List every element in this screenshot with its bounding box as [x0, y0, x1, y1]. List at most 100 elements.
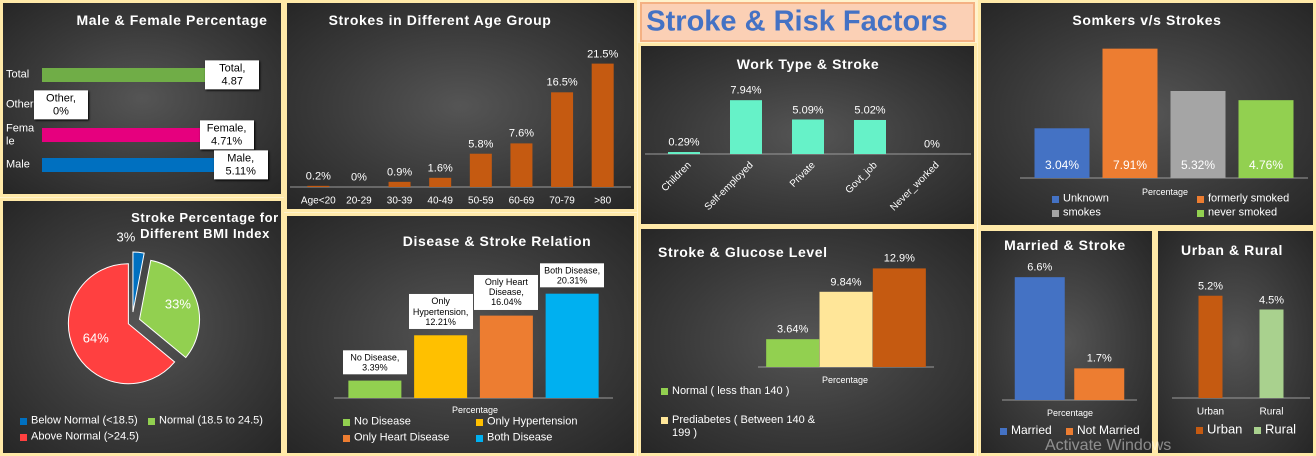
chart-title: Somkers v/s Strokes [1072, 11, 1222, 28]
x-tick-label: 60-69 [508, 195, 535, 207]
pie-slice [67, 263, 176, 385]
legend-label: Not Married [1077, 423, 1140, 438]
bar [792, 119, 824, 154]
legend-label: No Disease [354, 415, 411, 428]
data-label: 64% [82, 330, 109, 346]
panel [978, 228, 1155, 456]
data-label: 3% [116, 229, 136, 245]
bar [42, 68, 214, 82]
legend-swatch [1052, 209, 1059, 217]
data-label: 7.6% [508, 128, 534, 141]
watermark: Activate Windows [1045, 436, 1172, 454]
chart-title: Disease & Stroke Relation [402, 232, 592, 249]
legend-label: Prediabetes ( Between 140 & 199 ) [672, 414, 816, 439]
bar [545, 293, 599, 398]
x-tick-label: 70-79 [549, 195, 575, 207]
x-tick-label: Rural [1259, 406, 1284, 418]
legend-label: Below Normal (<18.5) [31, 414, 138, 427]
y-tick-label: Male [6, 158, 30, 171]
x-tick-label: >80 [594, 195, 612, 207]
chart-title: Stroke & Glucose Level [658, 243, 828, 260]
bar [668, 152, 700, 154]
axis-label: Percentage [1141, 186, 1189, 197]
bar [1034, 128, 1090, 178]
bar [1014, 277, 1065, 400]
bar [591, 63, 614, 187]
data-label: 4.76% [1248, 158, 1284, 173]
legend-swatch [343, 418, 350, 426]
legend-label: smokes [1063, 206, 1101, 219]
bar [1102, 48, 1158, 178]
banner-title: Stroke & Risk Factors [646, 5, 948, 38]
bar [348, 380, 402, 398]
banner [640, 2, 975, 42]
data-label: No Disease, 3.39% [342, 349, 407, 375]
legend-label: Unknown [1063, 192, 1109, 205]
data-label: 9.84% [830, 276, 862, 289]
legend-label: Rural [1265, 421, 1297, 437]
bar [469, 153, 492, 187]
legend-swatch [661, 387, 668, 395]
legend-swatch [343, 434, 350, 442]
bar [854, 119, 886, 154]
chart-title: Strokes in Different Age Group [328, 11, 552, 28]
data-label: 1.6% [427, 162, 453, 175]
bar [388, 181, 411, 187]
chart-title: Stroke Percentage for Different BMI Inde… [131, 210, 279, 242]
data-label: 33% [164, 297, 191, 312]
legend-label: Above Normal (>24.5) [31, 430, 139, 443]
legend-swatch [1197, 195, 1204, 203]
bar [551, 92, 574, 187]
data-label: Only Hypertension, 12.21% [408, 294, 473, 330]
data-label: 12.9% [883, 253, 915, 266]
bar [730, 100, 762, 154]
legend-swatch [1196, 426, 1203, 434]
legend-label: Married [1011, 423, 1052, 438]
legend-swatch [1254, 426, 1261, 434]
x-tick-label: Age<20 [300, 195, 336, 207]
legend-label: Urban [1207, 421, 1243, 437]
pie-slice [138, 259, 200, 359]
legend-swatch [476, 418, 483, 426]
data-label: 7.91% [1112, 158, 1148, 173]
chart-title: Male & Female Percentage [76, 11, 268, 28]
data-label: 0% [350, 171, 367, 184]
legend-label: Both Disease [487, 431, 553, 444]
legend-label: Only Hypertension [487, 415, 578, 428]
panel [284, 0, 637, 212]
x-tick-label: 40-49 [427, 195, 453, 207]
data-label: Male, 5.11% [213, 150, 268, 180]
data-label: Both Disease, 20.31% [540, 262, 605, 288]
x-tick-label: 50-59 [468, 195, 494, 207]
data-label: 7.94% [730, 84, 762, 97]
bar [429, 177, 452, 187]
data-label: Total, 4.87 [205, 60, 260, 90]
data-label: 21.5% [587, 48, 619, 61]
legend-swatch [20, 433, 27, 441]
data-label: 0.2% [305, 170, 331, 183]
data-label: 1.7% [1086, 353, 1112, 366]
bar [872, 268, 926, 367]
bar [1259, 309, 1284, 398]
bar [1074, 368, 1125, 400]
data-label: 6.6% [1027, 261, 1053, 274]
bar [42, 158, 222, 172]
bar [510, 143, 533, 187]
axis-label: Percentage [451, 404, 499, 415]
y-tick-label: Total [6, 68, 30, 81]
data-label: 5.09% [792, 104, 824, 117]
data-label: Female, 4.71% [199, 120, 254, 150]
x-tick-label: Urban [1196, 406, 1225, 418]
data-label: Other, 0% [34, 90, 88, 120]
data-label: 5.02% [854, 104, 886, 117]
legend-swatch [20, 417, 27, 425]
legend-label: never smoked [1208, 206, 1278, 219]
data-label: 3.64% [777, 323, 809, 336]
data-label: Only Heart Disease, 16.04% [474, 274, 539, 310]
legend-swatch [1066, 427, 1073, 435]
data-label: 5.32% [1180, 158, 1216, 173]
data-label: 0.9% [387, 166, 413, 179]
chart-title: Urban & Rural [1181, 241, 1283, 258]
bar [819, 291, 873, 367]
